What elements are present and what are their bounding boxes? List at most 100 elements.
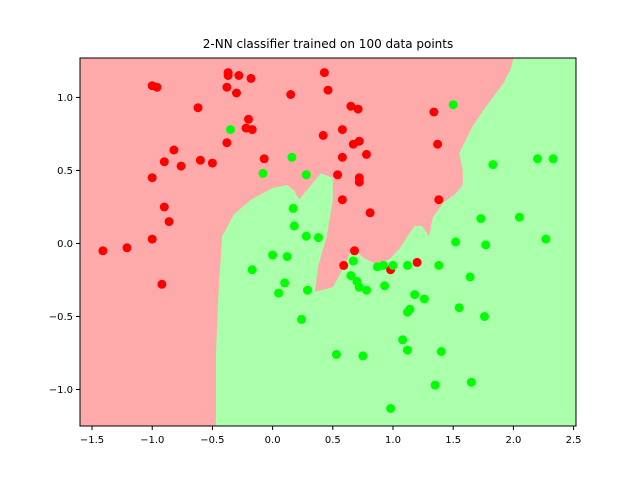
data-points [98, 68, 558, 413]
data-point-class-0 [164, 217, 174, 227]
data-point-class-0 [159, 202, 169, 212]
data-point-class-1 [481, 240, 491, 250]
data-point-class-1 [380, 281, 390, 291]
data-point-class-1 [287, 152, 297, 162]
data-point-class-1 [258, 168, 268, 178]
data-point-class-0 [147, 173, 157, 183]
data-point-class-0 [246, 73, 256, 83]
data-point-class-0 [193, 103, 203, 113]
data-point-class-1 [476, 214, 486, 224]
data-point-class-1 [289, 221, 299, 231]
data-point-class-1 [348, 256, 358, 266]
data-point-class-0 [195, 155, 205, 165]
data-point-class-1 [465, 272, 475, 282]
data-point-class-1 [354, 282, 364, 292]
x-tick-label: 0.0 [265, 435, 281, 446]
data-point-class-0 [412, 257, 422, 267]
data-point-class-1 [419, 294, 429, 304]
data-point-class-1 [378, 260, 388, 270]
region-class-0 [80, 58, 514, 426]
data-point-class-1 [403, 260, 412, 270]
data-point-class-1 [282, 252, 292, 262]
data-point-class-1 [358, 351, 368, 361]
y-tick-label: 1.0 [57, 93, 73, 104]
plot-area [79, 57, 577, 427]
data-point-class-0 [323, 85, 333, 95]
x-tick-label: −0.5 [200, 435, 224, 446]
y-tick-label: −0.5 [49, 312, 73, 323]
data-point-class-1 [533, 154, 542, 164]
data-point-class-0 [346, 101, 356, 111]
data-point-class-1 [226, 125, 235, 135]
data-point-class-0 [429, 107, 439, 117]
data-point-class-1 [454, 303, 464, 313]
x-tick-label: 0.5 [325, 435, 341, 446]
data-point-class-1 [303, 285, 312, 295]
data-point-class-1 [247, 265, 257, 275]
data-point-class-0 [244, 114, 253, 124]
data-point-class-0 [234, 71, 244, 80]
data-point-class-0 [337, 195, 347, 205]
data-point-class-1 [541, 234, 551, 244]
axes-frame [79, 57, 577, 427]
data-point-class-1 [362, 285, 371, 295]
data-point-class-0 [337, 125, 347, 135]
data-point-class-0 [362, 149, 371, 159]
data-point-class-0 [365, 208, 375, 218]
data-point-class-0 [122, 243, 132, 253]
data-point-class-0 [318, 130, 328, 140]
data-point-class-1 [480, 312, 489, 321]
data-point-class-0 [339, 260, 349, 270]
data-point-class-1 [301, 170, 311, 180]
y-tick-label: 0.0 [57, 239, 73, 250]
x-tick-label: −1.0 [140, 435, 164, 446]
data-point-class-0 [434, 195, 444, 205]
data-point-class-1 [430, 380, 440, 390]
data-point-class-0 [98, 246, 108, 256]
data-point-class-0 [147, 234, 157, 244]
data-point-class-1 [297, 314, 306, 324]
data-point-class-0 [152, 82, 162, 92]
y-axis: −1.0 −0.5 0.0 0.5 1.0 [49, 93, 80, 396]
data-point-class-1 [288, 203, 298, 213]
data-point-class-0 [169, 145, 179, 155]
data-point-class-1 [448, 100, 458, 110]
data-point-class-0 [207, 158, 217, 168]
data-point-class-0 [354, 136, 364, 146]
data-point-class-0 [232, 88, 241, 98]
x-tick-label: −1.5 [80, 435, 104, 446]
data-point-class-0 [223, 68, 233, 78]
data-point-class-1 [331, 349, 341, 359]
data-point-class-0 [222, 82, 232, 92]
data-point-class-1 [386, 404, 396, 413]
data-point-class-0 [176, 161, 186, 171]
x-axis: −1.5 −1.0 −0.5 0.0 0.5 1.0 1.5 2.0 2.5 [80, 426, 582, 446]
data-point-class-0 [350, 246, 359, 256]
chart-title: 2-NN classifier trained on 100 data poin… [203, 37, 453, 51]
data-point-class-1 [434, 260, 444, 270]
data-point-class-0 [333, 170, 343, 180]
data-point-class-1 [346, 271, 356, 281]
data-point-class-1 [388, 260, 398, 270]
x-tick-label: 2.5 [566, 435, 582, 446]
data-point-class-1 [410, 290, 420, 300]
data-point-class-0 [337, 152, 347, 162]
data-point-class-0 [247, 125, 257, 135]
y-tick-label: −1.0 [49, 385, 73, 396]
x-tick-label: 1.0 [385, 435, 401, 446]
data-point-class-1 [405, 304, 415, 314]
data-point-class-1 [301, 231, 311, 241]
data-point-class-1 [451, 237, 461, 247]
data-point-class-0 [259, 154, 269, 164]
data-point-class-1 [313, 233, 323, 243]
x-tick-label: 1.5 [445, 435, 461, 446]
data-point-class-1 [514, 212, 524, 222]
data-point-class-0 [286, 90, 296, 99]
data-point-class-1 [488, 160, 498, 170]
data-point-class-1 [403, 345, 412, 355]
data-point-class-0 [433, 139, 443, 149]
data-point-class-0 [157, 279, 167, 289]
data-point-class-1 [436, 347, 446, 356]
x-tick-label: 2.0 [505, 435, 521, 446]
